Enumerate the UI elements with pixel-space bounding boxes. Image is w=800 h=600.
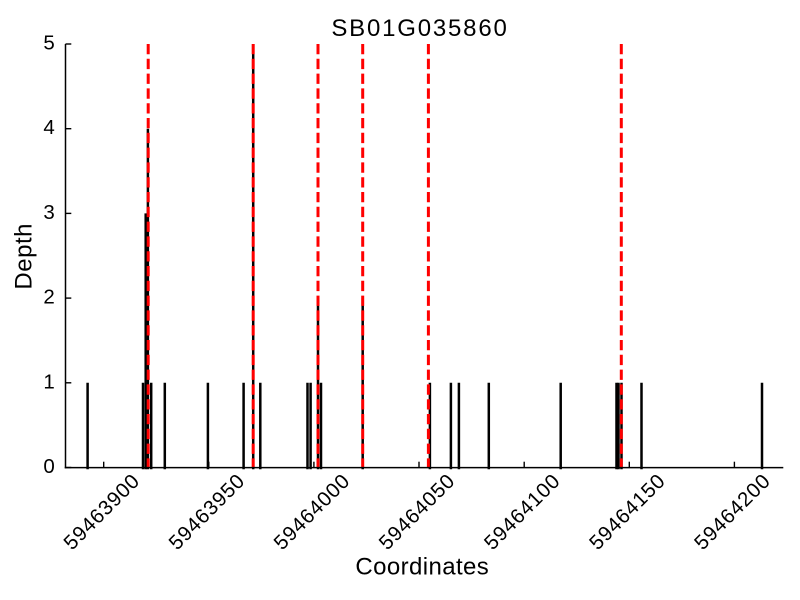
svg-text:2: 2 [43,286,54,309]
svg-text:Depth: Depth [11,223,38,290]
svg-text:3: 3 [43,201,54,224]
svg-text:Coordinates: Coordinates [355,554,489,581]
svg-text:5: 5 [43,32,54,55]
svg-text:4: 4 [43,116,54,139]
svg-text:0: 0 [43,455,54,478]
svg-text:SB01G035860: SB01G035860 [331,15,508,42]
svg-text:1: 1 [43,370,54,393]
